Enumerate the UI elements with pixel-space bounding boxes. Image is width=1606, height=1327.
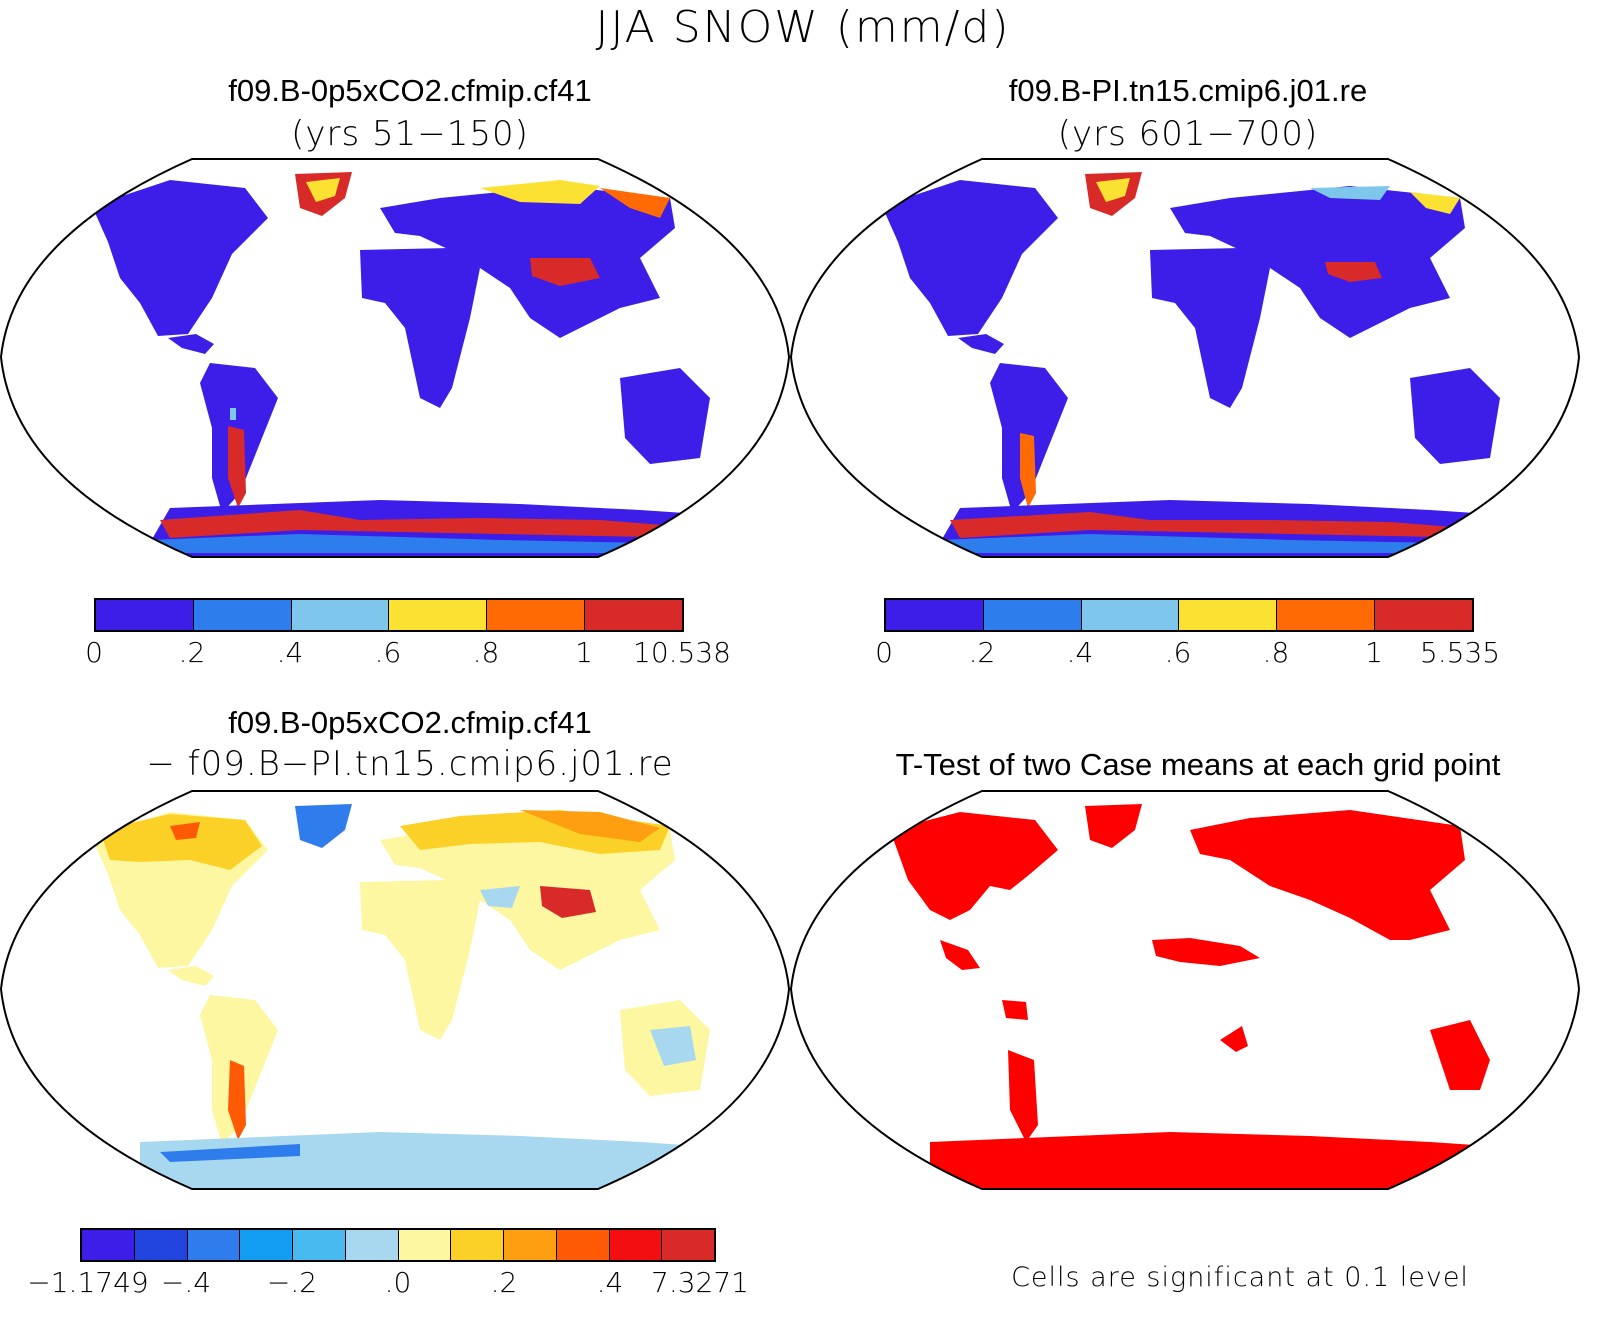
- colorbar-tick: 1: [1365, 636, 1383, 669]
- map-top-right: [790, 158, 1580, 558]
- colorbar-tick: .4: [1066, 636, 1094, 669]
- colorbar-tick: .6: [374, 636, 402, 669]
- panel-title-bottom-right: T-Test of two Case means at each grid po…: [895, 747, 1501, 782]
- panel-title-top-left: f09.B-0p5xCO2.cfmip.cf41: [228, 73, 592, 108]
- colorbar-swatch: [886, 600, 984, 630]
- page-title: JJA SNOW (mm/d): [595, 2, 1011, 53]
- colorbar-swatch: [398, 1230, 452, 1260]
- colorbar-swatch: [240, 1230, 293, 1260]
- colorbar-ticks-bottom-left: −1.1749 −.4 −.2 .0 .2 .4 7.3271: [27, 1266, 749, 1302]
- colorbar-swatch: [451, 1230, 504, 1260]
- colorbar-tick: 5.535: [1419, 636, 1501, 669]
- colorbar-swatch: [585, 600, 682, 630]
- colorbar-swatch: [293, 1230, 346, 1260]
- colorbar-tick: −.4: [160, 1266, 212, 1299]
- colorbar-swatch: [556, 1230, 610, 1260]
- map-bottom-right: [790, 790, 1580, 1190]
- colorbar-top-right: [884, 598, 1474, 632]
- map-top-left: [0, 158, 790, 558]
- panel-subtitle-bottom-left: − f09.B−PI.tn15.cmip6.j01.re: [146, 744, 674, 784]
- colorbar-swatch: [187, 1230, 241, 1260]
- colorbar-tick: .4: [596, 1266, 624, 1299]
- colorbar-tick: .8: [1262, 636, 1290, 669]
- colorbar-swatch: [345, 1230, 399, 1260]
- significance-note: Cells are significant at 0.1 level: [1011, 1262, 1469, 1293]
- colorbar-swatch: [1277, 600, 1376, 630]
- colorbar-swatch: [82, 1230, 135, 1260]
- colorbar-tick: .8: [472, 636, 500, 669]
- panel-title-bottom-left: f09.B-0p5xCO2.cfmip.cf41: [228, 705, 592, 740]
- colorbar-tick: −.2: [266, 1266, 318, 1299]
- map-bottom-left: [0, 790, 790, 1190]
- colorbar-swatch: [1375, 600, 1472, 630]
- panel-title-top-right: f09.B-PI.tn15.cmip6.j01.re: [1008, 73, 1368, 108]
- colorbar-bottom-left: [80, 1228, 716, 1262]
- colorbar-tick: 1: [575, 636, 593, 669]
- colorbar-tick: .4: [276, 636, 304, 669]
- colorbar-tick: 10.538: [633, 636, 731, 669]
- colorbar-top-left: [94, 598, 684, 632]
- panel-subtitle-top-right: (yrs 601−700): [1057, 114, 1319, 154]
- colorbar-tick: 0: [875, 636, 893, 669]
- colorbar-tick: 0: [85, 636, 103, 669]
- colorbar-swatch: [609, 1230, 663, 1260]
- colorbar-swatch: [1179, 600, 1278, 630]
- panel-subtitle-top-left: (yrs 51−150): [291, 114, 529, 154]
- colorbar-swatch: [662, 1230, 714, 1260]
- colorbar-swatch: [487, 600, 586, 630]
- colorbar-ticks-top-right: 0 .2 .4 .6 .8 1 5.535: [875, 636, 1500, 672]
- colorbar-swatch: [193, 600, 292, 630]
- colorbar-swatch: [134, 1230, 188, 1260]
- colorbar-ticks-top-left: 0 .2 .4 .6 .8 1 10.538: [85, 636, 731, 672]
- colorbar-tick: −1.1749: [27, 1266, 149, 1299]
- colorbar-tick: .0: [384, 1266, 412, 1299]
- colorbar-tick: .6: [1164, 636, 1192, 669]
- colorbar-tick: .2: [968, 636, 996, 669]
- colorbar-tick: .2: [178, 636, 206, 669]
- colorbar-swatch: [96, 600, 194, 630]
- colorbar-swatch: [504, 1230, 557, 1260]
- colorbar-tick: 7.3271: [651, 1266, 749, 1299]
- colorbar-tick: .2: [490, 1266, 518, 1299]
- colorbar-swatch: [389, 600, 488, 630]
- colorbar-swatch: [1081, 600, 1180, 630]
- colorbar-swatch: [291, 600, 390, 630]
- colorbar-swatch: [983, 600, 1082, 630]
